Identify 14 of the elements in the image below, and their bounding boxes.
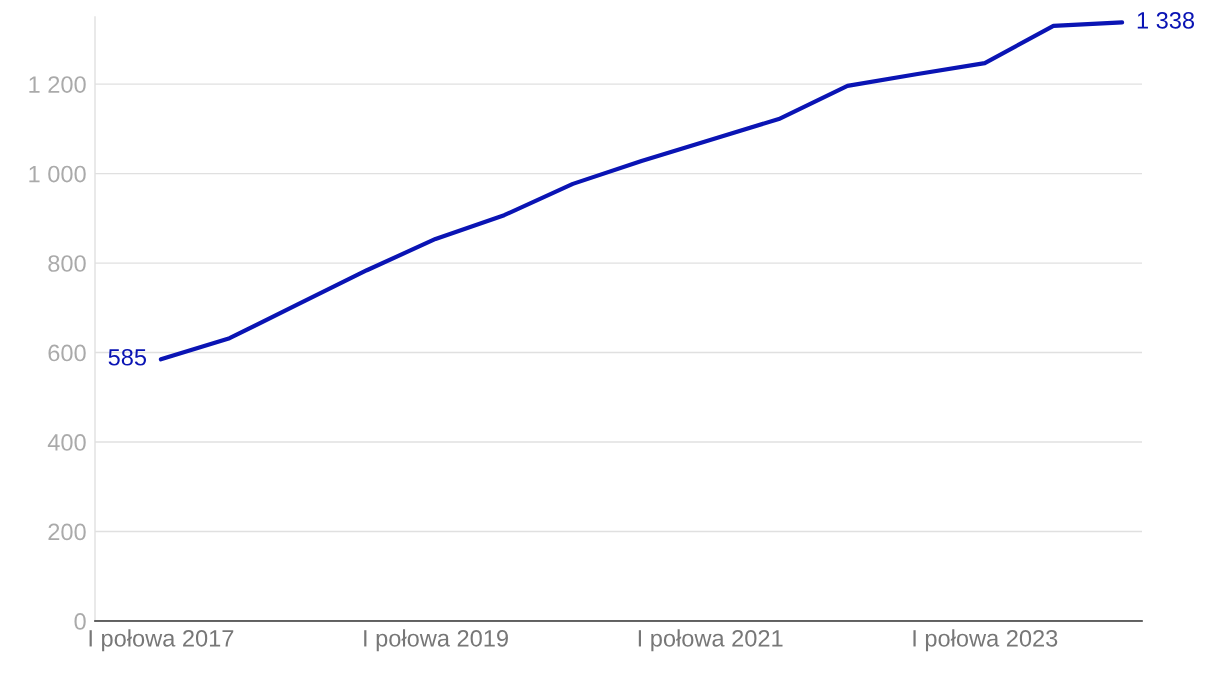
y-tick-label: 1 200 <box>29 76 86 93</box>
data-label: 585 <box>108 348 147 366</box>
y-tick-label: 1 000 <box>29 165 86 183</box>
line-series <box>158 20 1125 362</box>
y-tick-label: 600 <box>48 344 86 362</box>
x-tick-label: I połowa 2021 <box>638 629 783 652</box>
y-tick-label: 800 <box>48 255 86 272</box>
y-tick-label: 200 <box>48 523 86 541</box>
x-tick-label: I połowa 2017 <box>89 629 234 652</box>
x-tick-label: I połowa 2023 <box>913 629 1058 652</box>
y-tick-label: 400 <box>47 434 86 451</box>
x-tick-label: I połowa 2019 <box>364 629 508 652</box>
data-label: 1 338 <box>1137 11 1195 29</box>
y-tick-label: 0 <box>74 613 86 630</box>
